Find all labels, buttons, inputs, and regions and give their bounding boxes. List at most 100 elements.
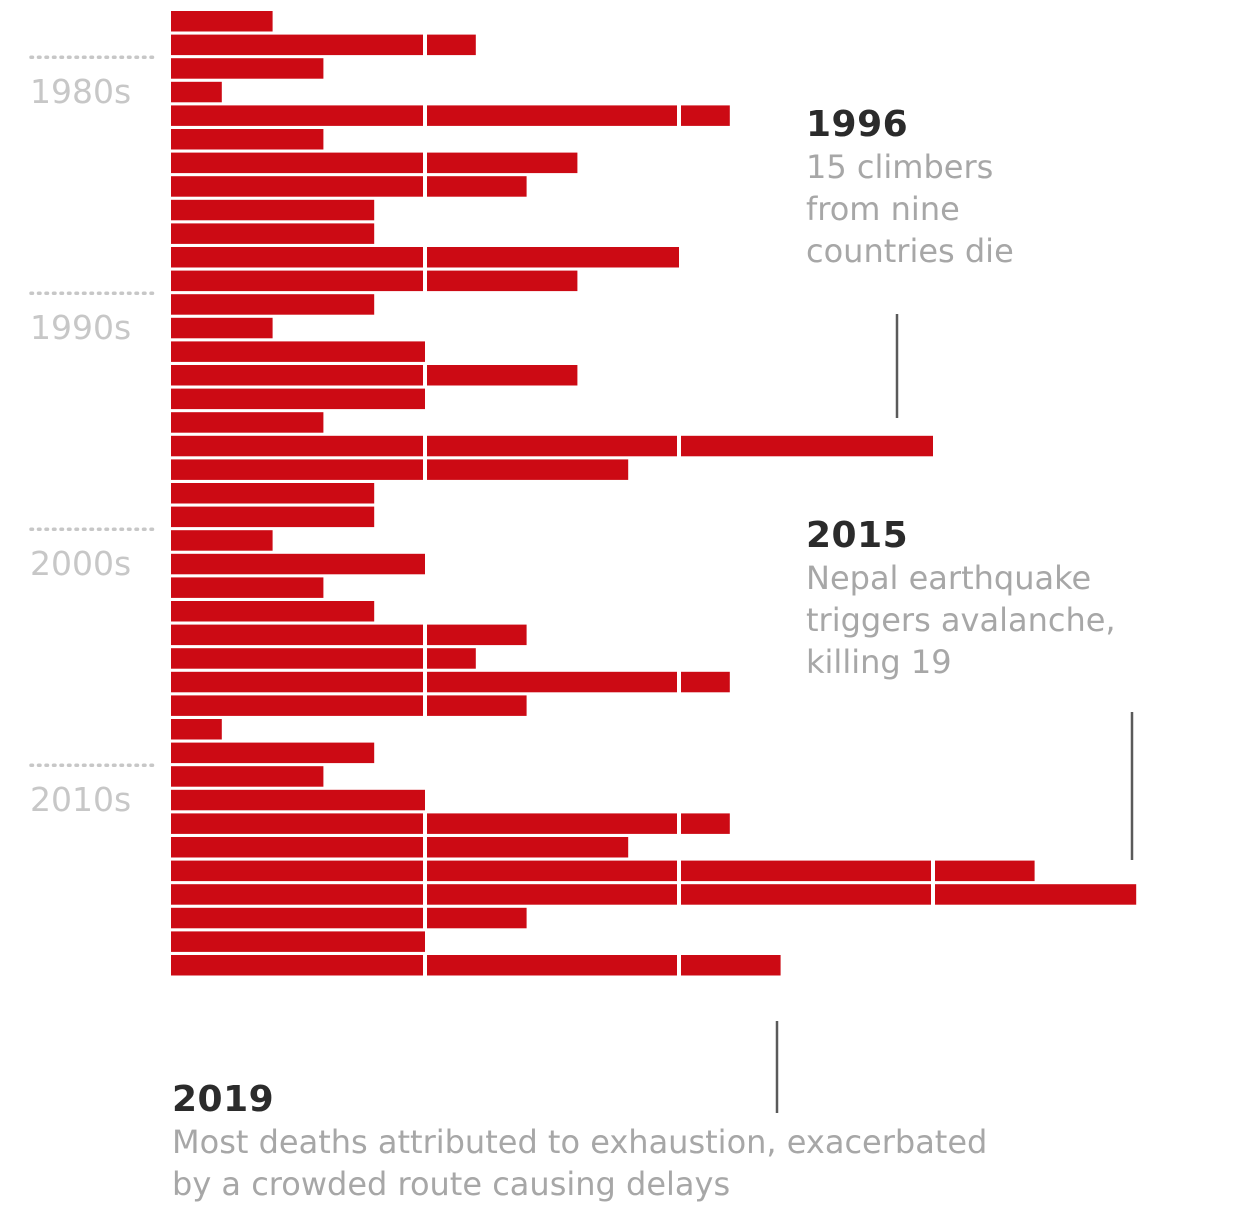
bar-segment-2004-0 — [171, 601, 375, 622]
bar-segment-2016-3 — [935, 884, 1137, 905]
bar-1993 — [171, 341, 425, 362]
bar-segment-2006-1 — [427, 648, 476, 669]
bar-segment-1982-0 — [171, 81, 222, 103]
bar-1988 — [171, 223, 375, 244]
bar-1999 — [171, 483, 375, 504]
bar-segment-1999-0 — [171, 483, 375, 504]
bar-1980 — [171, 34, 476, 56]
bar-2006 — [171, 648, 476, 669]
bar-segment-2019-2 — [681, 955, 781, 976]
bar-segment-2015-3 — [935, 860, 1035, 882]
bar-segment-1989-1 — [427, 247, 679, 268]
bar-segment-1990-1 — [427, 270, 578, 292]
bar-segment-2017-0 — [171, 907, 423, 929]
bar-1979 — [171, 11, 273, 32]
bar-1994 — [171, 365, 578, 386]
bar-segment-2008-1 — [427, 695, 527, 716]
bar-segment-1989-0 — [171, 247, 423, 268]
bar-2003 — [171, 577, 324, 598]
bar-2002 — [171, 553, 425, 575]
bar-2005 — [171, 624, 527, 646]
bar-segment-1983-1 — [427, 105, 677, 126]
bar-1991 — [171, 294, 375, 315]
bar-segment-1992-0 — [171, 317, 273, 339]
annotation-1996: 1996 15 climbers from nine countries die — [806, 104, 1206, 272]
bar-segment-2013-0 — [171, 813, 423, 834]
bar-2013 — [171, 813, 730, 834]
bar-2016 — [171, 884, 1137, 905]
bar-2018 — [171, 931, 425, 952]
bar-segment-1985-0 — [171, 152, 423, 174]
annotation-2019-year: 2019 — [172, 1079, 275, 1120]
bar-segment-1994-0 — [171, 365, 423, 386]
bar-segment-2014-1 — [427, 837, 629, 858]
bar-2011 — [171, 766, 324, 787]
bar-2019 — [171, 955, 781, 976]
bar-segment-1998-1 — [427, 459, 629, 480]
bar-segment-1998-0 — [171, 459, 423, 480]
bar-1981 — [171, 58, 324, 79]
decade-label-1990s: 1990s — [30, 308, 131, 347]
bar-segment-2002-0 — [171, 553, 425, 575]
bar-2000 — [171, 506, 375, 528]
bar-segment-1990-0 — [171, 270, 423, 292]
bar-1996 — [171, 412, 324, 433]
bar-segment-1986-1 — [427, 176, 527, 197]
bar-1985 — [171, 152, 578, 174]
annotation-2019-text: Most deaths attributed to exhaustion, ex… — [172, 1123, 988, 1203]
bar-segment-1997-2 — [681, 435, 933, 457]
bar-segment-2018-0 — [171, 931, 425, 952]
bar-1998 — [171, 459, 629, 480]
bar-1997 — [171, 435, 933, 457]
bar-segment-1981-0 — [171, 58, 324, 79]
bar-2014 — [171, 837, 629, 858]
bar-segment-2006-0 — [171, 648, 423, 669]
bar-1990 — [171, 270, 578, 292]
bar-segment-2013-2 — [681, 813, 730, 834]
bar-2007 — [171, 671, 730, 693]
bar-segment-2009-0 — [171, 719, 222, 740]
bar-segment-2007-0 — [171, 671, 423, 693]
bar-1995 — [171, 388, 425, 410]
bar-segment-2014-0 — [171, 837, 423, 858]
bar-1984 — [171, 129, 324, 150]
bar-2015 — [171, 860, 1035, 882]
bar-segment-2003-0 — [171, 577, 324, 598]
bar-1983 — [171, 105, 730, 126]
bar-segment-1980-0 — [171, 34, 423, 56]
bar-2017 — [171, 907, 527, 929]
annotation-2019: 2019 Most deaths attributed to exhaustio… — [172, 1079, 1172, 1205]
bar-segment-1983-0 — [171, 105, 423, 126]
bar-segment-1988-0 — [171, 223, 375, 244]
bar-segment-1979-0 — [171, 11, 273, 32]
annotation-2015-text: Nepal earthquake triggers avalanche, kil… — [806, 559, 1116, 681]
bar-segment-2007-1 — [427, 671, 677, 693]
bar-segment-2016-2 — [681, 884, 931, 905]
bar-segment-2017-1 — [427, 907, 527, 929]
bar-segment-2008-0 — [171, 695, 423, 716]
bar-segment-2019-0 — [171, 955, 423, 976]
bar-1987 — [171, 199, 375, 221]
bar-2004 — [171, 601, 375, 622]
bar-1992 — [171, 317, 273, 339]
bar-2009 — [171, 719, 222, 740]
annotation-2015-year: 2015 — [806, 515, 909, 556]
bar-2012 — [171, 789, 425, 811]
bar-segment-2015-0 — [171, 860, 423, 882]
decade-label-2010s: 2010s — [30, 780, 131, 819]
bar-segment-1994-1 — [427, 365, 578, 386]
bar-segment-1997-0 — [171, 435, 423, 457]
bar-segment-1991-0 — [171, 294, 375, 315]
bar-segment-2015-2 — [681, 860, 931, 882]
bar-segment-1987-0 — [171, 199, 375, 221]
bar-segment-1984-0 — [171, 129, 324, 150]
bar-segment-2005-1 — [427, 624, 527, 646]
decade-label-1980s: 1980s — [30, 72, 131, 111]
bar-segment-1986-0 — [171, 176, 423, 197]
bar-2008 — [171, 695, 527, 716]
bar-2010 — [171, 742, 375, 764]
bar-segment-2000-0 — [171, 506, 375, 528]
bar-1986 — [171, 176, 527, 197]
bar-segment-1997-1 — [427, 435, 677, 457]
